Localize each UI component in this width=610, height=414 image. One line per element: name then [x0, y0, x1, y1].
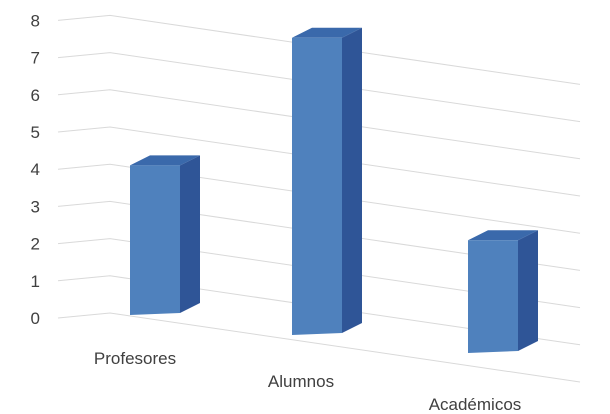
y-tick-label: 8 — [31, 11, 40, 30]
gridline-0 — [57, 312, 581, 383]
bar-profesores — [130, 155, 200, 315]
bar-top — [130, 155, 200, 166]
y-tick-label: 2 — [31, 235, 40, 254]
bar-alumnos — [292, 27, 362, 336]
bar-académicos — [468, 230, 538, 353]
y-tick-label: 3 — [31, 197, 40, 216]
y-tick-label: 5 — [31, 123, 40, 142]
gridline-2 — [57, 238, 581, 309]
x-category-label: Académicos — [429, 395, 522, 414]
y-tick-label: 1 — [31, 272, 40, 291]
y-tick-label: 0 — [31, 309, 40, 328]
x-axis-categories: Profesores Alumnos Académicos — [94, 349, 521, 414]
bar-top — [468, 230, 538, 241]
gridline-3 — [57, 200, 581, 271]
y-tick-label: 7 — [31, 49, 40, 68]
gridline-4 — [57, 163, 581, 234]
gridline-8 — [57, 14, 581, 85]
gridlines — [57, 14, 581, 383]
x-category-label: Alumnos — [268, 372, 334, 391]
bar-front — [130, 165, 180, 315]
gridline-1 — [57, 275, 581, 346]
y-tick-label: 4 — [31, 160, 40, 179]
y-axis-ticks: 0 1 2 3 4 5 6 7 8 — [31, 11, 40, 328]
y-tick-label: 6 — [31, 86, 40, 105]
gridline-6 — [57, 89, 581, 160]
gridline-5 — [57, 126, 581, 197]
bar-side — [180, 155, 200, 313]
bar-front — [468, 240, 518, 353]
bars — [130, 27, 538, 353]
x-category-label: Profesores — [94, 349, 176, 368]
bar-side — [518, 230, 538, 351]
bar-side — [342, 27, 362, 334]
bar-front — [292, 37, 342, 336]
gridline-7 — [57, 52, 581, 123]
bar-top — [292, 27, 362, 38]
